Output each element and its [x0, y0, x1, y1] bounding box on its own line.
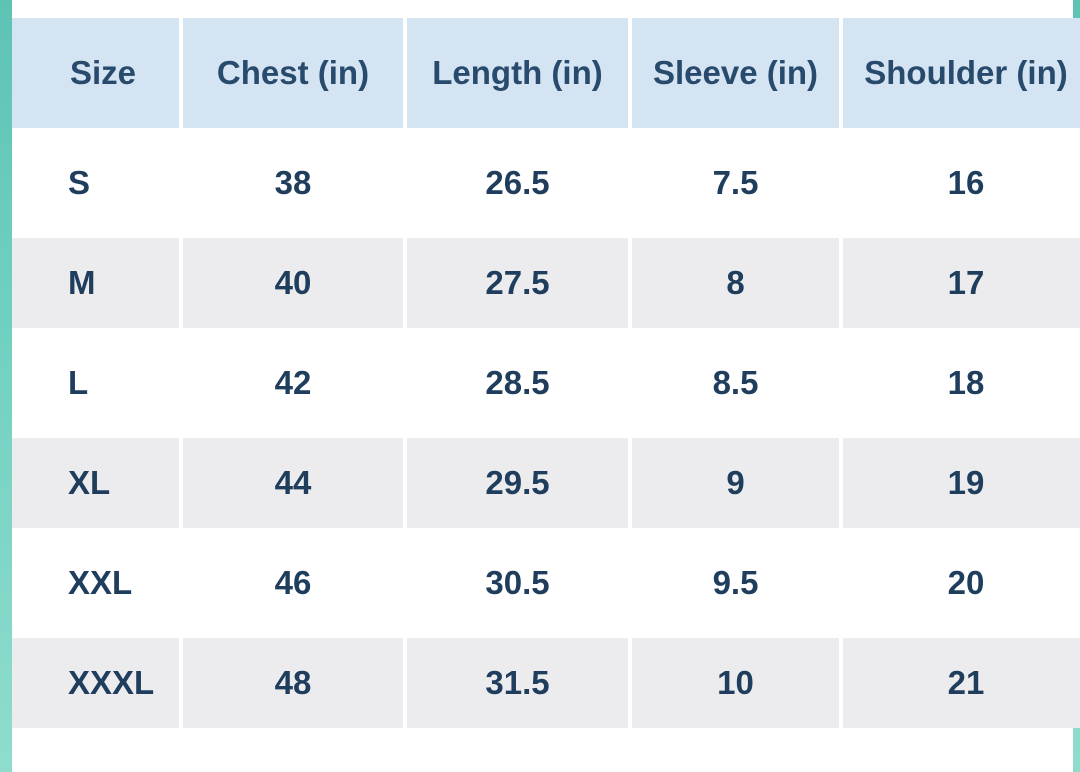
cell-size: XL	[12, 438, 179, 528]
cell-shoulder: 21	[843, 638, 1080, 728]
cell-length: 26.5	[407, 128, 628, 238]
left-accent-border	[0, 0, 12, 772]
cell-chest: 48	[183, 638, 403, 728]
cell-size: S	[12, 128, 179, 238]
cell-sleeve: 8	[632, 238, 839, 328]
cell-size: M	[12, 238, 179, 328]
cell-sleeve: 9.5	[632, 528, 839, 638]
cell-sleeve: 8.5	[632, 328, 839, 438]
cell-shoulder: 18	[843, 328, 1080, 438]
cell-length: 28.5	[407, 328, 628, 438]
cell-shoulder: 20	[843, 528, 1080, 638]
cell-chest: 42	[183, 328, 403, 438]
cell-sleeve: 7.5	[632, 128, 839, 238]
cell-sleeve: 9	[632, 438, 839, 528]
cell-length: 30.5	[407, 528, 628, 638]
header-size: Size	[12, 18, 179, 128]
cell-size: XXL	[12, 528, 179, 638]
cell-sleeve: 10	[632, 638, 839, 728]
cell-shoulder: 17	[843, 238, 1080, 328]
cell-size: XXXL	[12, 638, 179, 728]
cell-chest: 44	[183, 438, 403, 528]
cell-chest: 40	[183, 238, 403, 328]
header-chest: Chest (in)	[183, 18, 403, 128]
cell-chest: 46	[183, 528, 403, 638]
cell-shoulder: 16	[843, 128, 1080, 238]
cell-chest: 38	[183, 128, 403, 238]
header-length: Length (in)	[407, 18, 628, 128]
cell-shoulder: 19	[843, 438, 1080, 528]
size-chart-table: Size Chest (in) Length (in) Sleeve (in) …	[12, 18, 1080, 728]
cell-length: 27.5	[407, 238, 628, 328]
header-shoulder: Shoulder (in)	[843, 18, 1080, 128]
cell-length: 31.5	[407, 638, 628, 728]
cell-size: L	[12, 328, 179, 438]
header-sleeve: Sleeve (in)	[632, 18, 839, 128]
cell-length: 29.5	[407, 438, 628, 528]
